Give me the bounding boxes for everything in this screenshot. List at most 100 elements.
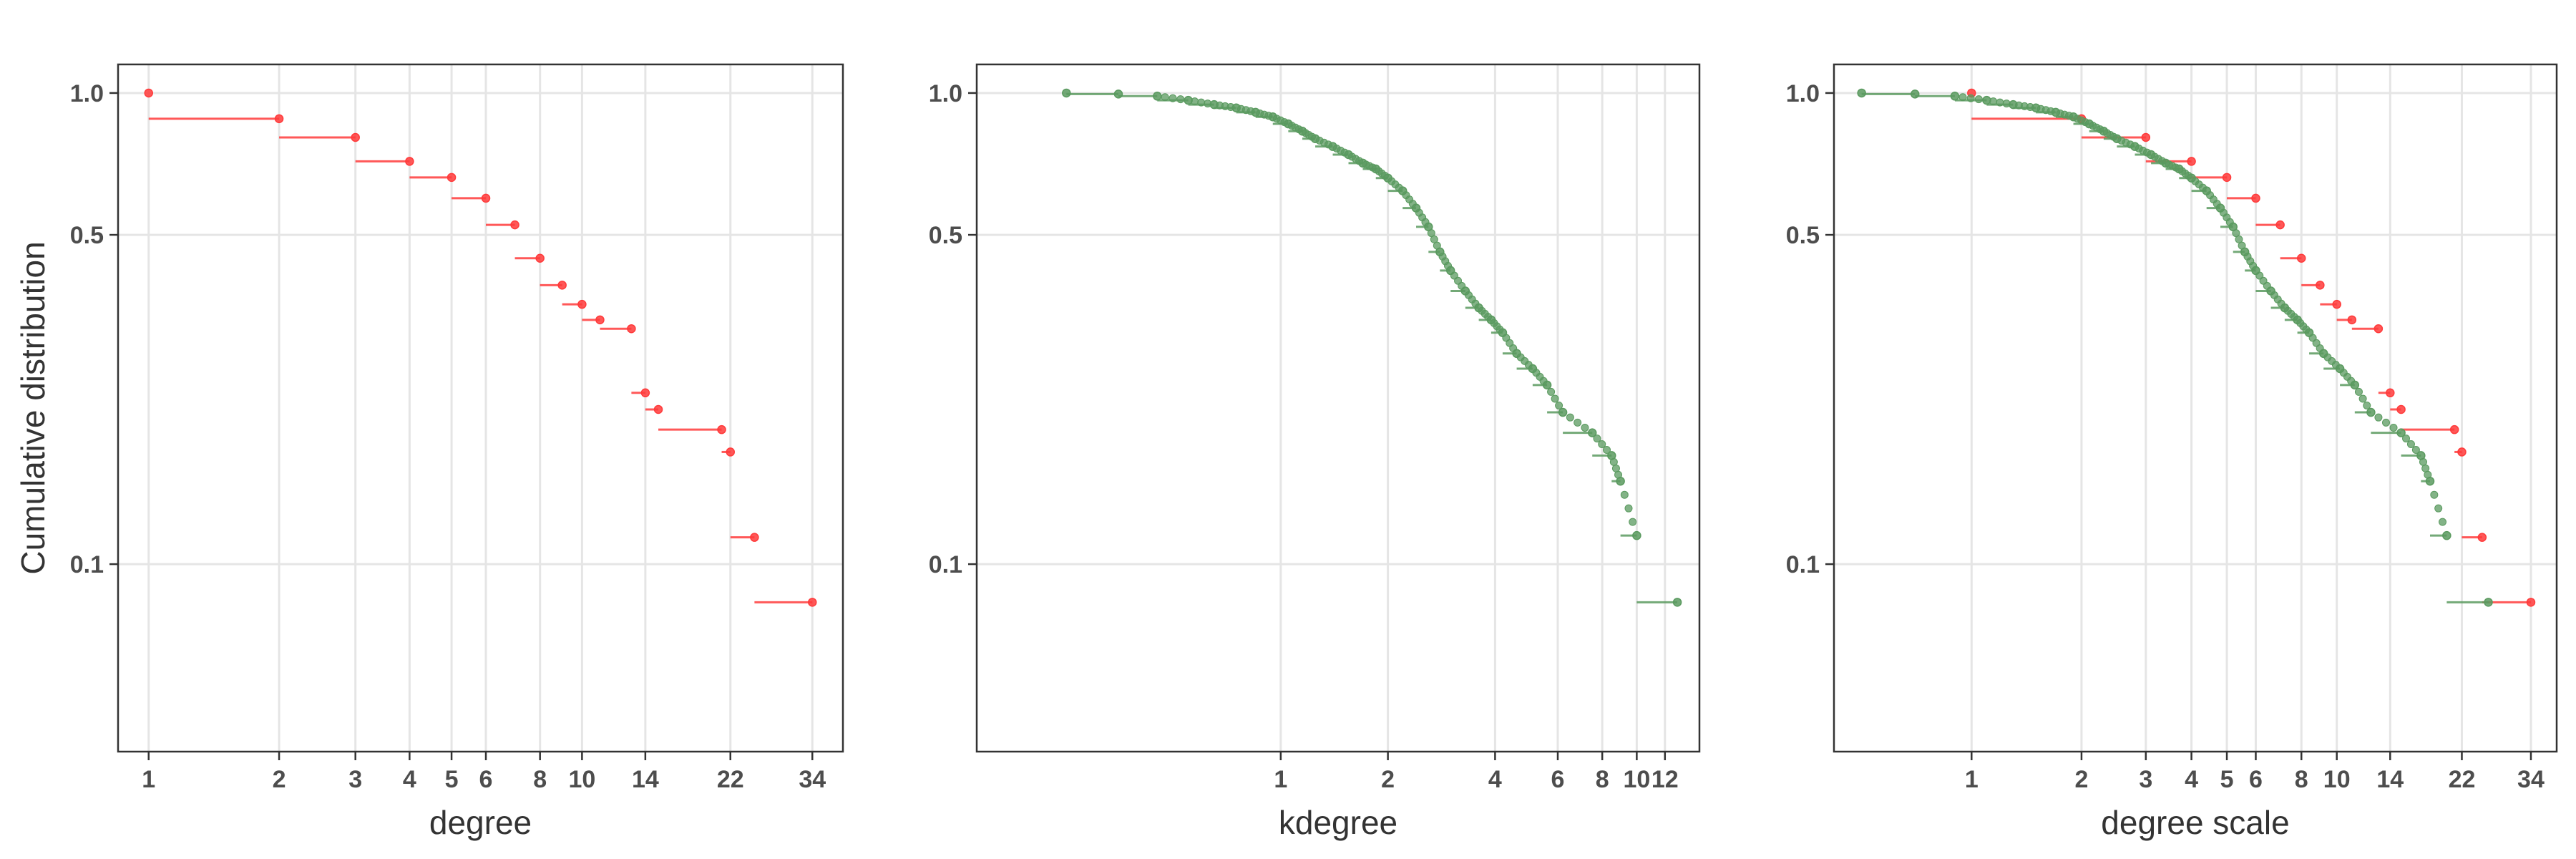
data-point — [2424, 470, 2432, 479]
data-point — [1857, 88, 1866, 98]
data-point — [2064, 112, 2073, 120]
x-tick-label: 3 — [348, 766, 362, 793]
y-tick-label: 1.0 — [70, 80, 104, 107]
data-point — [2235, 235, 2243, 243]
data-point — [2402, 435, 2411, 443]
x-tick-label: 6 — [479, 766, 493, 793]
x-axis-title: degree — [429, 804, 532, 841]
data-point — [2373, 324, 2384, 334]
x-tick-label: 8 — [1596, 766, 1609, 793]
data-point — [2449, 424, 2459, 435]
x-tick-label: 10 — [2323, 766, 2351, 793]
x-tick-label: 6 — [2249, 766, 2263, 793]
data-point — [1204, 100, 1212, 108]
y-tick-label: 0.5 — [1786, 222, 1820, 249]
data-point — [2275, 220, 2285, 230]
data-point — [2347, 315, 2357, 325]
data-point — [808, 598, 817, 607]
data-point — [1551, 394, 1559, 403]
data-point — [2363, 401, 2371, 409]
y-tick-label: 0.5 — [70, 222, 104, 249]
x-tick-label: 8 — [533, 766, 547, 793]
data-point — [2316, 344, 2324, 353]
data-point — [1587, 428, 1597, 437]
data-point — [1062, 88, 1071, 98]
data-point — [1294, 125, 1303, 134]
data-point — [2198, 183, 2207, 192]
data-point — [1380, 172, 1389, 180]
data-point — [2277, 299, 2285, 308]
panel-border — [117, 63, 844, 753]
data-point — [1629, 518, 1637, 526]
data-point — [717, 424, 726, 435]
data-point — [2442, 530, 2451, 540]
data-point — [1624, 504, 1633, 513]
data-point — [2411, 445, 2420, 454]
data-point — [2212, 200, 2221, 208]
series-kdegree — [1857, 88, 2493, 607]
data-point — [2457, 447, 2467, 457]
data-point — [1566, 413, 1574, 422]
data-point — [1444, 261, 1453, 270]
x-tick-label: 1 — [1274, 766, 1287, 793]
x-tick-label: 1 — [142, 766, 155, 793]
data-point — [1264, 112, 1273, 120]
x-tick-label: 4 — [1488, 766, 1502, 793]
panel-1: 1 2 3 4 5 6 8 10 14 22 340.10.51.0degreeCumulative… — [14, 63, 844, 841]
data-point — [1421, 218, 1430, 226]
data-point — [1974, 95, 1983, 104]
data-point — [2477, 533, 2487, 542]
data-point — [2347, 377, 2356, 385]
data-point — [1598, 440, 1606, 449]
x-tick-label: 14 — [2376, 766, 2404, 793]
x-tick-label: 12 — [1652, 766, 1679, 793]
data-point — [1113, 89, 1123, 99]
data-point — [1958, 93, 1967, 102]
data-point — [2238, 241, 2246, 250]
y-tick-label: 0.1 — [70, 551, 104, 578]
data-point — [2386, 388, 2395, 398]
x-tick-label: 34 — [799, 766, 826, 793]
data-point — [2222, 173, 2232, 183]
x-tick-label: 2 — [273, 766, 286, 793]
data-point — [2331, 361, 2340, 369]
x-tick-label: 34 — [2517, 766, 2545, 793]
data-point — [1996, 98, 2004, 107]
x-tick-label: 10 — [568, 766, 595, 793]
data-point — [535, 253, 545, 263]
data-point — [1581, 423, 1589, 432]
data-point — [447, 173, 457, 183]
y-tick-label: 0.1 — [1786, 551, 1820, 578]
data-point — [1368, 163, 1377, 172]
data-point — [1509, 344, 1518, 353]
data-point — [1197, 98, 1206, 107]
data-point — [2232, 229, 2240, 238]
x-axis-title: kdegree — [1279, 804, 1397, 841]
data-point — [1433, 241, 1441, 250]
data-point — [1614, 470, 1623, 479]
data-point — [1308, 132, 1317, 141]
y-axis-title: Cumulative distribution — [14, 241, 52, 574]
data-point — [2142, 148, 2151, 157]
data-point — [2332, 299, 2341, 309]
data-point — [2434, 504, 2443, 513]
x-tick-label: 4 — [2185, 766, 2198, 793]
data-point — [1524, 361, 1533, 369]
x-tick-label: 2 — [2074, 766, 2088, 793]
x-tick-label: 1 — [1965, 766, 1979, 793]
data-point — [1989, 97, 1998, 106]
data-point — [1153, 92, 1162, 101]
data-point — [1280, 118, 1289, 127]
data-point — [1539, 377, 1548, 385]
data-point — [2126, 140, 2135, 149]
data-point — [2381, 418, 2390, 427]
y-tick-label: 1.0 — [929, 80, 962, 107]
data-point — [2109, 132, 2118, 141]
data-point — [2251, 193, 2260, 203]
y-tick-label: 1.0 — [1786, 80, 1820, 107]
data-point — [627, 324, 636, 334]
data-point — [2290, 313, 2298, 321]
